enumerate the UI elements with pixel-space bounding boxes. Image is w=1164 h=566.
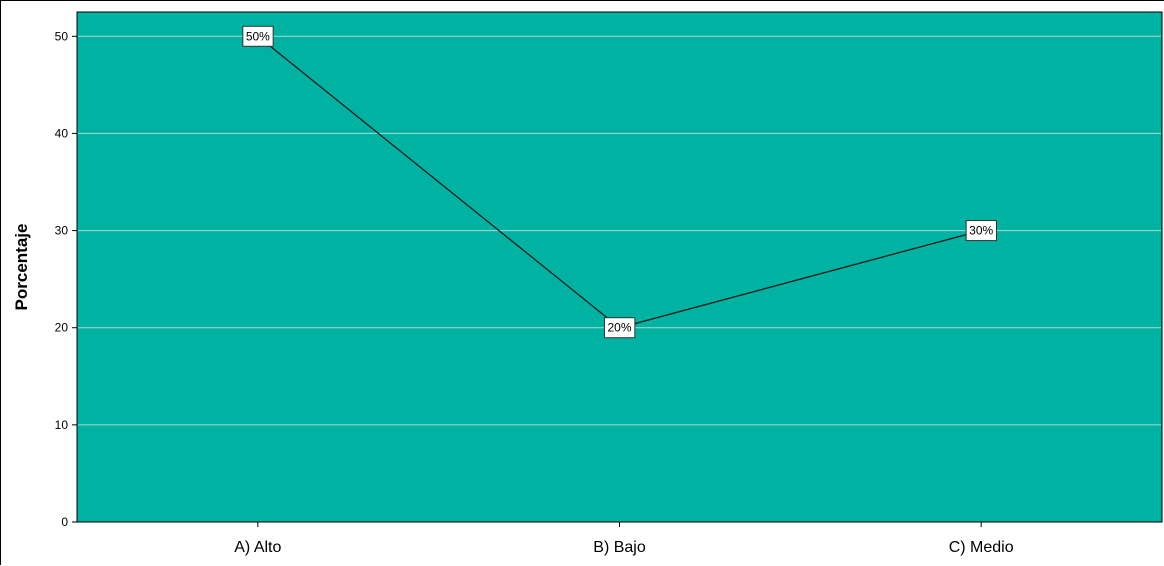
y-tick-label: 10 <box>55 418 69 432</box>
y-tick-label: 20 <box>55 321 69 335</box>
data-label-text: 30% <box>969 224 993 238</box>
plot-area <box>76 11 1163 523</box>
data-label-text: 20% <box>607 321 631 335</box>
x-axis-ticks: A) Alto B) Bajo C) Medio <box>234 522 1014 556</box>
y-tick-label: 30 <box>55 224 69 238</box>
x-tick-label: A) Alto <box>234 539 281 556</box>
y-tick-label: 50 <box>55 29 69 43</box>
data-label-box <box>603 317 636 339</box>
x-tick-label: B) Bajo <box>593 539 646 556</box>
y-tick-label: 0 <box>61 515 68 529</box>
data-label: 20% <box>603 317 636 339</box>
data-label: 50% <box>242 25 274 47</box>
y-tick-label: 40 <box>55 126 69 140</box>
y-axis-label: Porcentaje <box>12 224 31 311</box>
data-label-box <box>242 25 274 47</box>
data-labels: 50% 20% 30% <box>242 25 997 339</box>
data-label-box <box>965 220 997 242</box>
y-axis-ticks: 0 10 20 30 40 50 <box>55 29 77 529</box>
data-label-text: 50% <box>246 29 270 43</box>
x-tick-label: C) Medio <box>949 539 1014 556</box>
data-label: 30% <box>965 220 997 242</box>
